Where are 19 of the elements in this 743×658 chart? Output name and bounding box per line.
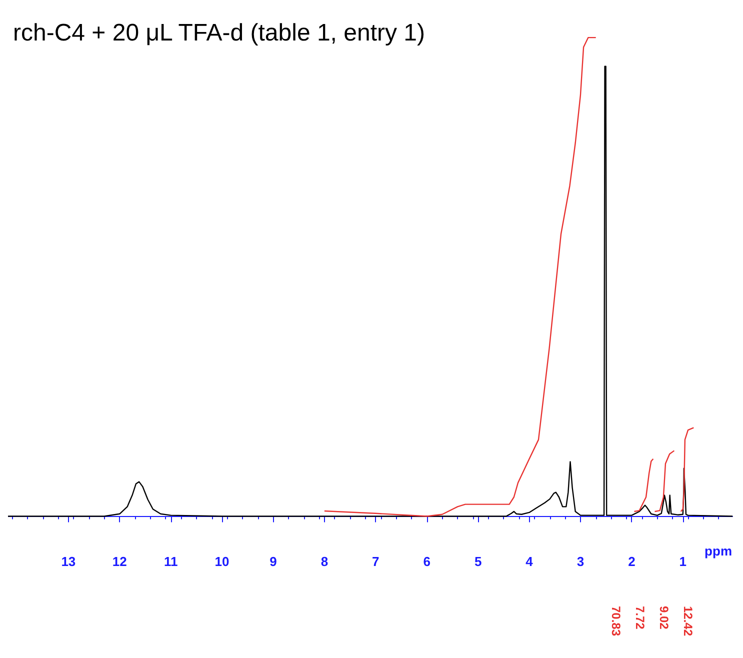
- x-tick-label: 7: [372, 554, 380, 569]
- text: 7.72: [633, 606, 647, 630]
- text: 9.02: [657, 606, 671, 630]
- chart-title: rch-C4 + 20 μL TFA-d (table 1, entry 1): [13, 20, 426, 46]
- x-tick-label: 6: [423, 554, 430, 569]
- text: 12.42: [681, 606, 695, 636]
- x-tick-label: 1: [679, 554, 687, 569]
- x-tick-label: 9: [270, 554, 277, 569]
- x-tick-label: 12: [112, 554, 127, 569]
- x-tick-label: 3: [576, 554, 584, 569]
- x-tick-label: 11: [164, 554, 178, 569]
- x-tick-label: 4: [526, 554, 534, 569]
- x-tick-label: 2: [628, 554, 636, 569]
- x-axis-title: ppm: [704, 543, 732, 558]
- x-tick-label: 10: [214, 554, 230, 569]
- x-tick-label: 8: [320, 554, 328, 569]
- x-tick-label: 5: [474, 554, 482, 569]
- x-tick-label: 13: [61, 554, 76, 569]
- text: 70.83: [609, 606, 623, 636]
